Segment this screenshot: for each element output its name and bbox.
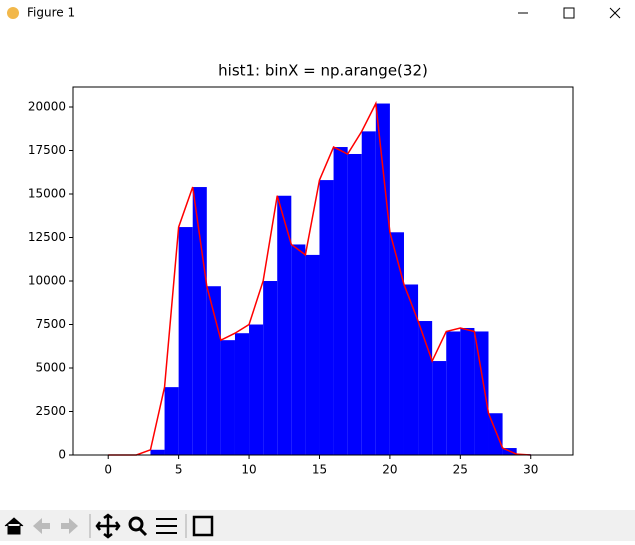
home-button[interactable]: [4, 517, 24, 535]
bar: [432, 361, 447, 455]
bar: [263, 281, 278, 455]
x-tick-label: 10: [241, 463, 256, 477]
close-button[interactable]: [609, 7, 621, 19]
bar: [361, 131, 376, 456]
back-button[interactable]: [33, 518, 50, 534]
bar: [249, 324, 264, 455]
y-tick-label: 12500: [28, 230, 66, 244]
x-tick-label: 15: [312, 463, 327, 477]
bar: [403, 284, 419, 455]
y-tick-label: 15000: [28, 187, 66, 201]
bar: [446, 331, 461, 455]
bar: [220, 340, 235, 455]
x-tick-label: 5: [175, 463, 183, 477]
maximize-button[interactable]: [563, 7, 575, 19]
bar: [150, 449, 165, 455]
y-tick-label: 20000: [28, 100, 66, 114]
x-tick-label: 0: [104, 463, 112, 477]
axes-frame: [72, 86, 574, 456]
bar: [178, 227, 193, 455]
configure-button[interactable]: [156, 518, 177, 534]
title-bar: [0, 0, 635, 27]
y-tick-label: 7500: [35, 317, 66, 331]
line: [108, 100, 531, 456]
y-tick-label: 17500: [28, 143, 66, 157]
bar: [277, 195, 292, 455]
forward-button[interactable]: [61, 518, 78, 534]
zoom-handle: [138, 527, 148, 537]
chart-title: hist1: binX = np.arange(32): [218, 62, 428, 80]
bar: [389, 232, 404, 455]
save-button[interactable]: [192, 515, 214, 537]
bar: [375, 103, 390, 456]
x-tick-label: 25: [453, 463, 468, 477]
bar: [234, 333, 250, 455]
bar: [347, 153, 362, 456]
zoom-button[interactable]: [128, 516, 144, 532]
bar: [164, 387, 179, 455]
y-tick-label: 0: [58, 448, 66, 462]
bar: [460, 327, 475, 455]
y-tick-label: 10000: [28, 274, 66, 288]
y-tick-label: 5000: [35, 361, 66, 375]
pan-button[interactable]: [95, 513, 121, 539]
bar: [305, 254, 320, 455]
toolbar: [0, 510, 635, 541]
window-title: Figure 1: [27, 6, 75, 20]
plot-area: [108, 100, 531, 456]
bar: [474, 331, 489, 455]
bar: [418, 321, 433, 455]
bar: [291, 244, 306, 455]
x-tick-label: 30: [523, 463, 538, 477]
app-icon: [7, 7, 19, 19]
bar: [192, 187, 207, 455]
bar: [333, 147, 348, 455]
x-tick-label: 20: [382, 463, 397, 477]
y-tick-label: 2500: [35, 404, 66, 418]
bar: [319, 180, 334, 455]
